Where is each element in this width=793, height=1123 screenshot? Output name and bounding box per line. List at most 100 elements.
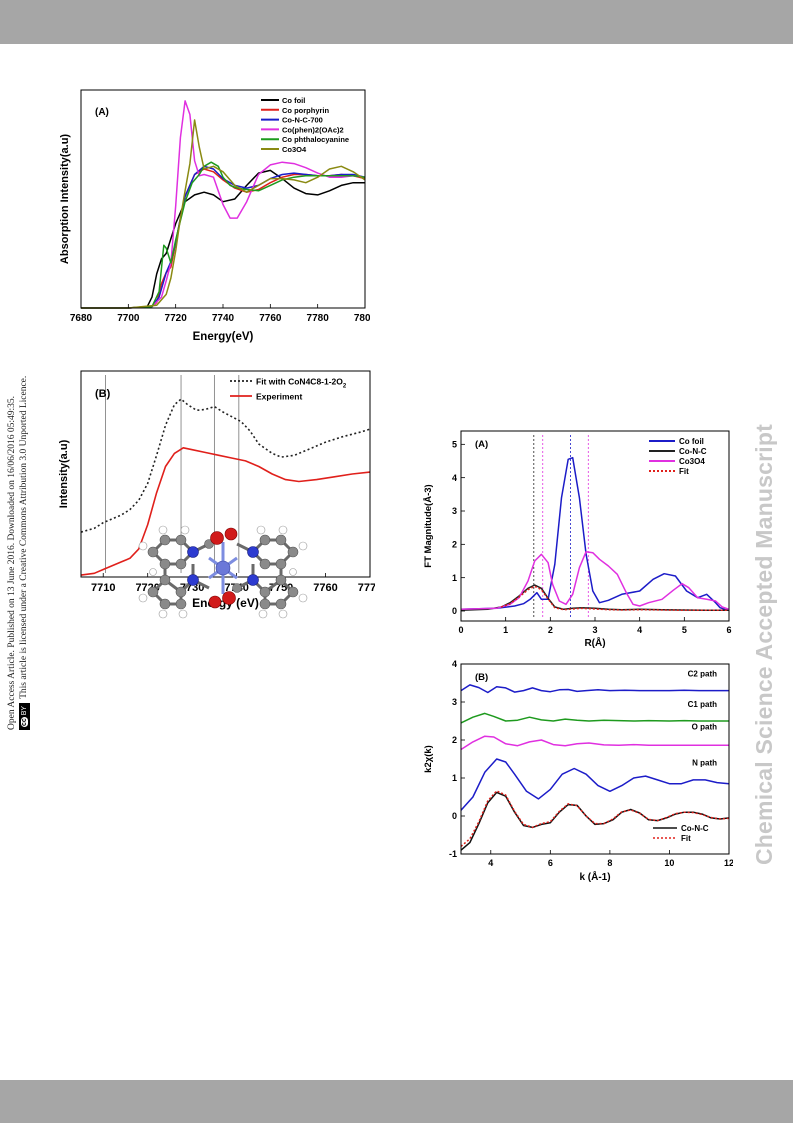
legend-label-co-n-c: Co-N-C: [679, 447, 707, 456]
legend-label-co-phen-2-oac-2: Co(phen)2(OAc)2: [282, 125, 344, 134]
series-line-fit-with-con4c8-1-2o2: [80, 398, 371, 533]
x-tick-label: 7680: [70, 313, 93, 324]
series-line-co-foil: [81, 169, 365, 309]
y-axis-label: FT Magnitude(Å-3): [423, 484, 434, 567]
x-tick-label: 7760: [259, 313, 282, 324]
xanes-fit-chart: 7710772077307740775077607770(B)Energy (e…: [58, 370, 375, 619]
panel-label: (B): [475, 672, 488, 683]
x-tick-label: 6: [548, 858, 553, 868]
legend-label-co-n-c-700: Co-N-C-700: [282, 116, 323, 125]
y-tick-label: 1: [452, 573, 457, 583]
path-label-c2-path: C2 path: [688, 669, 717, 678]
legend-label-co-foil: Co foil: [679, 437, 704, 446]
legend-label-co-porphyrin: Co porphyrin: [282, 106, 329, 115]
legend-label-fit-with-con4c8-1-2o2: Fit with CoN4C8-1-2O2: [256, 377, 347, 390]
series-line-co-phen-2-oac-2: [81, 100, 366, 309]
series-line-fit: [460, 790, 730, 847]
y-tick-label: 1: [452, 773, 457, 783]
x-tick-label: 7740: [212, 313, 235, 324]
x-tick-label: 4: [488, 858, 493, 868]
legend-label-co-n-c: Co-N-C: [681, 824, 709, 833]
x-tick-label: 2: [548, 625, 553, 635]
legend-label-fit: Fit: [679, 467, 689, 476]
panel-label: (A): [475, 439, 488, 450]
path-label-o-path: O path: [692, 723, 717, 732]
y-tick-label: 5: [452, 439, 457, 449]
xanes-chart: 7680 7700 7720 7740 7760 7780 7800 (A) Energy(eV…: [59, 89, 370, 343]
x-tick-label: 7710: [91, 582, 115, 594]
y-axis-label: Intensity(a.u): [58, 439, 70, 508]
xanes-plot-group: 7680 7700 7720 7740 7760 7780 7800 (A) Energy(eV…: [59, 89, 370, 343]
bottom-footer-band: [0, 1080, 793, 1123]
y-tick-label: 3: [452, 506, 457, 516]
series-line-co3o4: [81, 119, 366, 309]
k-space-figure-panel: 4 6 8 10 12 -1 0 1 2 3 4 (B) k (Å-1) k2χ(k) C2 path C1 …: [413, 658, 733, 888]
x-tick-label: 7720: [165, 313, 188, 324]
series-line-n-path: [460, 758, 730, 811]
xanes-fit-figure-panel: 7710772077307740775077607770(B)Energy (e…: [55, 365, 375, 627]
y-tick-label: 2: [452, 735, 457, 745]
series-line-o-path: [460, 735, 729, 751]
y-tick-label: 4: [452, 659, 457, 669]
legend-label-co-foil: Co foil: [282, 96, 305, 105]
accepted-manuscript-watermark: Chemical Science Accepted Manuscript: [751, 424, 777, 865]
panel-label: (A): [95, 107, 109, 118]
x-tick-label: 4: [637, 625, 642, 635]
series-line-c1-path: [460, 712, 729, 724]
y-tick-label: 0: [452, 811, 457, 821]
plot-frame: [460, 663, 730, 855]
legend-label-fit: Fit: [681, 834, 691, 843]
legend-label-co-phthalocyanine: Co phthalocyanine: [282, 135, 349, 144]
path-label-n-path: N path: [692, 759, 717, 768]
x-axis-label: Energy(eV): [193, 331, 254, 343]
legend-subscript: 2: [343, 384, 347, 390]
ft-magnitude-figure-panel: 0 1 2 3 4 5 6 0 1 2 3 4 5 (A) R(Å) FT Magnitude(Å-3) Co …: [413, 425, 733, 653]
y-tick-label: 4: [452, 473, 457, 483]
y-tick-label: -1: [449, 849, 457, 859]
y-tick-label: 3: [452, 697, 457, 707]
x-tick-label: 5: [682, 625, 687, 635]
series-line-c2-path: [460, 684, 729, 694]
y-tick-label: 2: [452, 539, 457, 549]
x-tick-label: 7760: [313, 582, 337, 594]
xanes-figure-panel: 7680 7700 7720 7740 7760 7780 7800 (A) Energy(eV…: [55, 82, 370, 350]
y-tick-label: 0: [452, 606, 457, 616]
x-tick-label: 0: [458, 625, 463, 635]
x-tick-label: 6: [726, 625, 731, 635]
ft-magnitude-chart: 0 1 2 3 4 5 6 0 1 2 3 4 5 (A) R(Å) FT Magnitude(Å-3) Co …: [423, 430, 732, 649]
open-access-notice: Open Access Article. Published on 13 Jun…: [6, 270, 30, 730]
x-tick-label: 7770: [358, 582, 375, 594]
notice-line-2: This article is licensed under a Creativ…: [19, 375, 29, 699]
x-tick-label: 8: [607, 858, 612, 868]
cc-by-license-badge[interactable]: cc BY: [19, 702, 30, 730]
y-axis-label: Absorption Intensity(a.u): [59, 134, 71, 265]
series-line-co-n-c-700: [81, 165, 366, 309]
plot-frame: [80, 370, 371, 578]
notice-line-1: Open Access Article. Published on 13 Jun…: [7, 395, 17, 730]
legend-label-co3o4: Co3O4: [282, 145, 307, 154]
x-axis-label: R(Å): [584, 636, 605, 649]
x-tick-label: 3: [592, 625, 597, 635]
x-axis-label: k (Å-1): [579, 870, 610, 883]
x-tick-label: 10: [664, 858, 674, 868]
top-header-band: [0, 0, 793, 44]
path-label-c1-path: C1 path: [688, 700, 717, 709]
legend-label-experiment: Experiment: [256, 392, 302, 402]
series-line-co-phthalocyanine: [81, 161, 366, 309]
x-tick-label: 1: [503, 625, 508, 635]
x-tick-label: 7700: [117, 313, 140, 324]
panel-label: (B): [95, 388, 111, 400]
series-line-co3o4: [460, 550, 730, 611]
x-tick-label: 7800: [354, 313, 370, 324]
x-tick-label: 7780: [307, 313, 330, 324]
ft_exafs-plot-group: 0 1 2 3 4 5 6 0 1 2 3 4 5 (A) R(Å) FT Magnitude(Å-3) Co …: [423, 430, 732, 649]
legend-label-co3o4: Co3O4: [679, 457, 705, 466]
series-line-co-foil: [460, 456, 730, 612]
molecule-structure-illustration: [138, 525, 308, 619]
series-line-co-porphyrin: [81, 168, 366, 309]
series-line-fit: [500, 585, 729, 612]
series-line-experiment: [80, 447, 371, 576]
y-axis-label: k2χ(k): [423, 745, 434, 773]
